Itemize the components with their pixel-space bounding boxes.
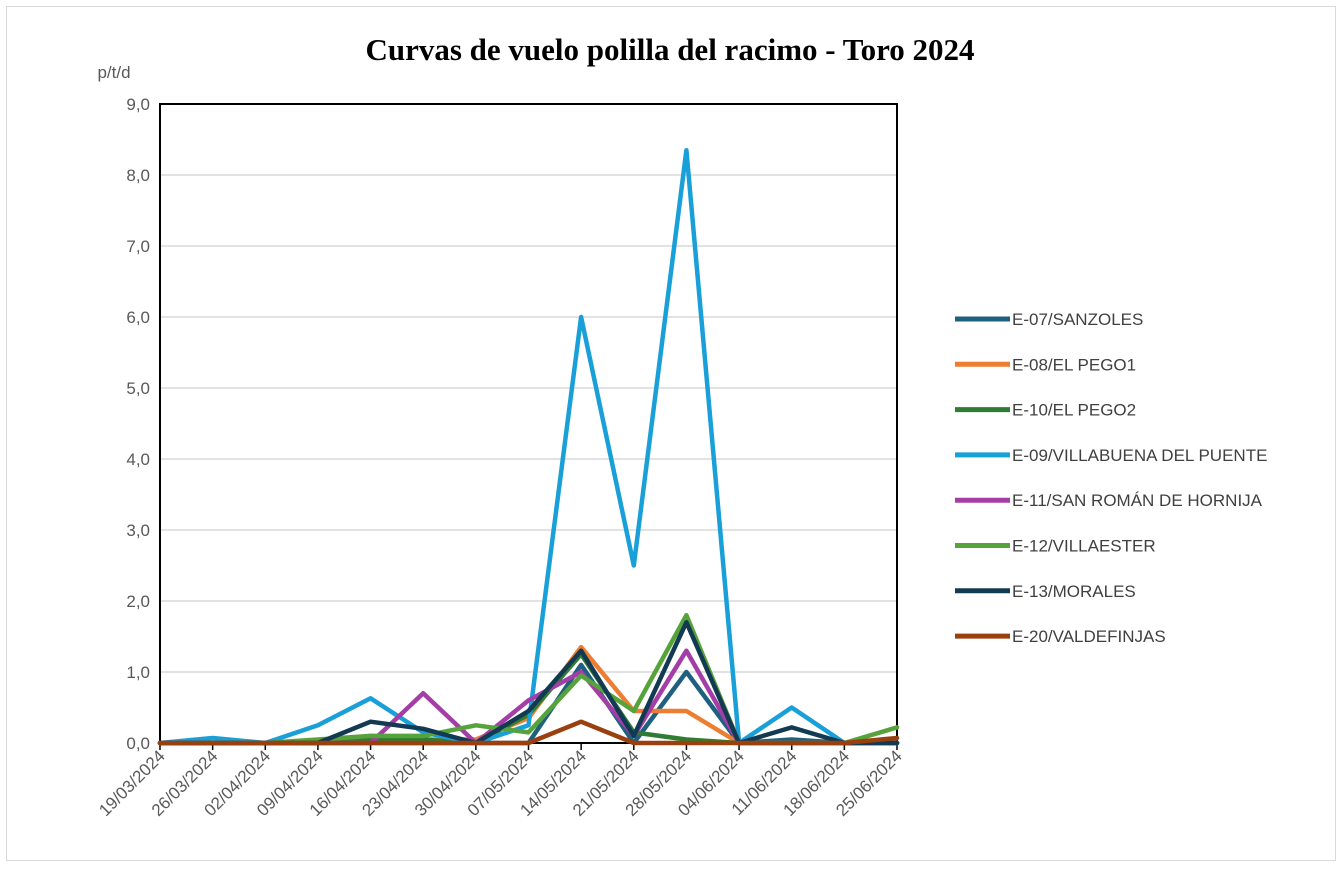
legend-entry: E-20/VALDEFINJAS xyxy=(1012,627,1166,646)
y-tick-label: 3,0 xyxy=(126,521,150,540)
y-tick-label: 7,0 xyxy=(126,237,150,256)
chart-frame xyxy=(6,6,1336,861)
legend-entry: E-13/MORALES xyxy=(1012,582,1136,601)
legend-entry: E-07/SANZOLES xyxy=(1012,310,1143,329)
legend-entry: E-09/VILLABUENA DEL PUENTE xyxy=(1012,446,1267,465)
legend-entry: E-11/SAN ROMÁN DE HORNIJA xyxy=(1012,491,1263,510)
y-tick-label: 6,0 xyxy=(126,308,150,327)
series-line xyxy=(157,719,900,746)
legend-entry: E-10/EL PEGO2 xyxy=(1012,401,1136,420)
series-line xyxy=(157,147,900,746)
legend-entry: E-12/VILLAESTER xyxy=(1012,537,1156,556)
y-axis-label: p/t/d xyxy=(97,63,130,82)
y-tick-label: 9,0 xyxy=(126,95,150,114)
y-tick-label: 8,0 xyxy=(126,166,150,185)
y-tick-label: 4,0 xyxy=(126,450,150,469)
plot-area-border xyxy=(159,103,898,744)
y-tick-label: 5,0 xyxy=(126,379,150,398)
y-tick-label: 0,0 xyxy=(126,734,150,753)
y-tick-label: 2,0 xyxy=(126,592,150,611)
legend-entry: E-08/EL PEGO1 xyxy=(1012,355,1136,374)
y-tick-label: 1,0 xyxy=(126,663,150,682)
chart-title: Curvas de vuelo polilla del racimo - Tor… xyxy=(365,32,975,67)
